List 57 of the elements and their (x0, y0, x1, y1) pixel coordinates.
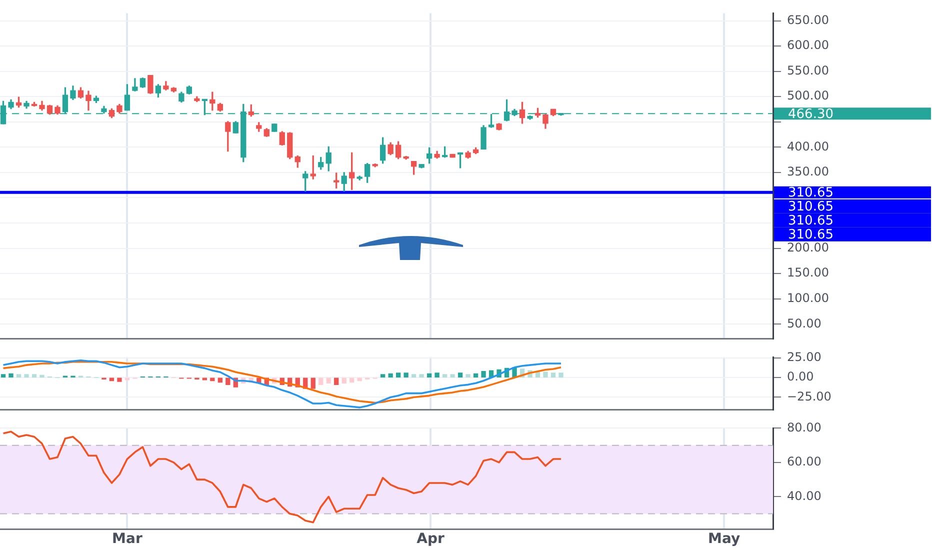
bar (310, 378, 316, 389)
text: 310.65 (788, 228, 834, 243)
bar (0, 374, 6, 378)
bar (442, 374, 448, 378)
bar (40, 374, 44, 378)
bar (342, 378, 346, 384)
y-tick-label: 150.00 (787, 266, 829, 280)
y-tick-label: 80.00 (787, 420, 822, 434)
y-tick-label: 650.00 (787, 12, 829, 27)
bar (535, 372, 540, 378)
bar (396, 372, 401, 378)
bar (226, 378, 230, 386)
y-tick-label: 100.00 (787, 290, 829, 305)
bar (450, 374, 455, 378)
bar (481, 371, 486, 378)
x-tick-label: Mar (112, 531, 142, 548)
y-tick-label: 500.00 (787, 88, 829, 103)
y-tick-label: 350.00 (787, 164, 829, 179)
bar (466, 374, 470, 378)
bar (117, 378, 122, 382)
bar (404, 372, 408, 378)
text: 310.65 (788, 214, 834, 229)
bar (543, 372, 548, 378)
y-tick-label: 200.00 (787, 240, 829, 254)
bar (380, 374, 386, 378)
bar (558, 372, 564, 378)
y-tick-label: 600.00 (787, 38, 829, 52)
bar (458, 372, 463, 378)
bar (419, 374, 424, 378)
y-tick-label: 60.00 (787, 454, 822, 469)
y-tick-label: 400.00 (787, 139, 829, 154)
bar (334, 378, 339, 386)
ref-line-label: 310.65 (788, 186, 834, 201)
y-tick-label: 0.00 (787, 370, 814, 384)
text: 310.65 (788, 200, 834, 215)
bar (434, 372, 440, 378)
x-tick-label: May (708, 531, 740, 548)
bar (388, 373, 393, 378)
bar (550, 372, 556, 378)
bar (16, 374, 22, 378)
y-tick-label: 40.00 (787, 488, 822, 503)
bar (473, 373, 478, 378)
bar (426, 373, 432, 378)
bar (318, 378, 324, 386)
x-tick-label: Apr (416, 531, 445, 548)
y-tick-label: 550.00 (787, 63, 829, 78)
bar (24, 374, 29, 378)
y-tick-label: 25.00 (787, 350, 822, 364)
y-tick-label: 50.00 (787, 316, 822, 330)
bar (8, 373, 14, 378)
bar (202, 378, 207, 380)
y-tick-label: −25.00 (787, 389, 832, 404)
bar (326, 378, 331, 384)
ref-line-label: 466.30 (788, 107, 834, 122)
bar (411, 374, 416, 378)
bar (124, 378, 130, 380)
bar (32, 374, 37, 378)
